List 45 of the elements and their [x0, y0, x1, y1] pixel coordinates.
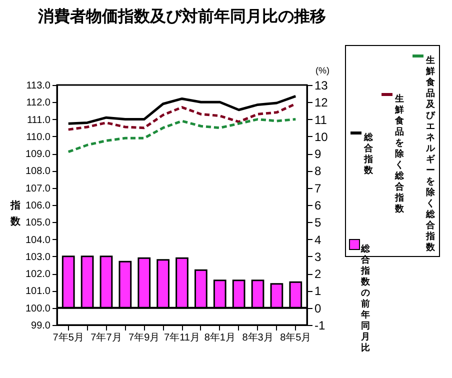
y-tick-label: 111.0 [26, 114, 51, 126]
x-tick-label: 8年5月 [280, 332, 312, 344]
y-tick-label: 99.0 [31, 320, 51, 332]
y2-tick-label: 11 [314, 112, 328, 127]
y-tick-label: 113.0 [26, 80, 51, 92]
y-tick-label: 107.0 [25, 183, 51, 194]
text: 生鮮食品を除く総合指数 [395, 94, 404, 214]
x-tick-label: 8年3月 [242, 332, 274, 344]
y-tick-label: 112.0 [26, 98, 51, 109]
y2-tick-label: 10 [314, 130, 328, 144]
x-tick-label: 7年11月 [164, 332, 200, 344]
text: 生鮮食品及びエネルギーを除く総合指数 [426, 55, 435, 252]
legend-label: 総合指数 [363, 132, 374, 175]
y-tick-label: 101.0 [25, 286, 51, 298]
chart-title: 消費者物価指数及び対前年同月比の推移 [37, 6, 326, 26]
x-tick-label: 8年1月 [204, 332, 236, 344]
line-series [67, 118, 297, 154]
y-tick-label: 104.0 [25, 234, 51, 246]
y-tick-label: 109.0 [25, 149, 51, 160]
y-tick-label: 108.0 [25, 166, 51, 178]
y2-tick-label: 6 [314, 198, 322, 212]
y2-tick-label: 1 [314, 284, 322, 298]
y-tick-label: 100.0 [25, 303, 51, 314]
y2-tick-label: 13 [314, 78, 328, 92]
y2-tick-label: 2 [314, 267, 322, 282]
x-tick-label: 7年5月 [52, 332, 84, 344]
y2-tick-label: 0 [314, 301, 322, 316]
y-tick-label: 102.0 [25, 269, 51, 280]
y-axis-title: 指数 [10, 200, 22, 228]
y2-tick-label: 4 [314, 232, 322, 247]
line-series [67, 94, 297, 125]
y-tick-label: 103.0 [25, 252, 51, 263]
y2-tick-label: 3 [314, 250, 322, 264]
x-tick-label: 7年7月 [90, 332, 122, 344]
y-tick-label: 106.0 [25, 200, 51, 212]
y2-axis-title: (%) [316, 66, 330, 76]
y2-tick-label: 7 [314, 181, 322, 196]
x-tick-label: 7年9月 [128, 332, 160, 344]
y-tick-label: 105.0 [25, 218, 51, 229]
y2-tick-label: -1 [314, 318, 326, 332]
y-tick-label: 110.0 [26, 132, 51, 143]
y2-tick-label: 9 [314, 147, 322, 162]
y2-tick-label: 12 [314, 96, 328, 110]
y2-tick-label: 5 [314, 216, 322, 230]
y2-tick-label: 8 [314, 164, 322, 178]
